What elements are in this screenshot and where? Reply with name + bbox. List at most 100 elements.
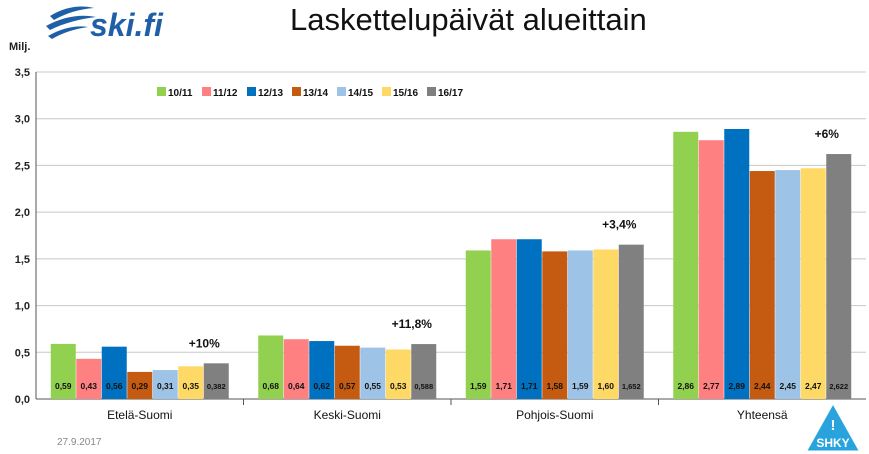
legend-swatch — [427, 87, 436, 96]
bar — [309, 341, 335, 399]
legend-label: 15/16 — [393, 88, 418, 99]
bar — [411, 344, 437, 399]
bar-value-label: 2,89 — [728, 381, 745, 391]
bar — [334, 345, 360, 399]
bar-value-label: 0,64 — [288, 381, 305, 391]
growth-annotation: +3,4% — [602, 218, 637, 232]
category-label: Keski-Suomi — [314, 408, 381, 422]
legend-swatch — [337, 87, 346, 96]
bar-value-label: 0,35 — [182, 381, 199, 391]
y-tick-label: 2,5 — [15, 160, 30, 172]
bar — [283, 339, 309, 399]
y-tick-label: 3,5 — [15, 67, 30, 79]
bar — [724, 128, 750, 399]
bar — [127, 371, 153, 399]
logo-text: ski.fi — [90, 7, 164, 43]
growth-annotation: +6% — [815, 127, 840, 141]
bar-value-label: 2,86 — [677, 381, 694, 391]
y-tick-label: 3,0 — [15, 114, 30, 126]
y-axis-ticks: 0,0 0,5 1,0 1,5 2,0 2,5 3,0 3,5 — [15, 67, 30, 406]
bar — [178, 366, 204, 399]
bar-value-label: 0,53 — [390, 381, 407, 391]
legend-label: 14/15 — [348, 88, 373, 99]
bar — [50, 343, 76, 399]
category-label: Etelä-Suomi — [107, 408, 172, 422]
bar — [491, 239, 517, 399]
bar-value-label: 0,55 — [364, 381, 381, 391]
bar — [593, 249, 619, 399]
bar-value-label: 2,77 — [703, 381, 720, 391]
bar — [360, 347, 386, 399]
bar-value-label: 0,29 — [131, 381, 148, 391]
bar-value-label: 0,59 — [55, 381, 72, 391]
bar-value-label: 2,622 — [829, 382, 848, 391]
page-title: Laskettelupäivät alueittain — [290, 2, 647, 37]
bar-value-label: 0,31 — [157, 381, 174, 391]
legend-label: 10/11 — [168, 88, 193, 99]
bar — [826, 154, 852, 399]
bar — [258, 335, 284, 399]
y-tick-label: 0,5 — [15, 347, 30, 359]
bar-value-label: 1,71 — [495, 381, 512, 391]
shky-warning-icon: ! SHKY — [803, 400, 863, 454]
bar-value-label: 2,44 — [754, 381, 771, 391]
legend-swatch — [382, 87, 391, 96]
growth-annotation: +11,8% — [392, 317, 433, 331]
bar-value-label: 0,588 — [414, 382, 433, 391]
legend-label: 16/17 — [438, 88, 463, 99]
bar-value-label: 1,58 — [546, 381, 563, 391]
y-tick-label: 1,5 — [15, 254, 30, 266]
bar — [101, 346, 127, 399]
bar-value-label: 1,59 — [572, 381, 589, 391]
y-tick-label: 2,0 — [15, 207, 30, 219]
bar — [618, 244, 644, 399]
y-tick-label: 0,0 — [15, 394, 30, 406]
growth-annotation: +10% — [189, 336, 220, 350]
legend-swatch — [202, 87, 211, 96]
bar-value-label: 2,47 — [805, 381, 822, 391]
bar — [152, 370, 178, 399]
shky-text: SHKY — [816, 436, 849, 450]
y-axis-label: Milj. — [9, 41, 30, 53]
bar-value-label: 0,43 — [80, 381, 97, 391]
legend-label: 12/13 — [258, 88, 283, 99]
shky-mark: ! — [831, 417, 836, 434]
bar — [203, 363, 229, 399]
bar — [775, 170, 801, 399]
bar-value-label: 1,71 — [521, 381, 538, 391]
bar — [385, 349, 411, 399]
legend-swatch — [247, 87, 256, 96]
y-tick-label: 1,0 — [15, 301, 30, 313]
legend-swatch — [157, 87, 166, 96]
bar — [673, 131, 699, 399]
bar-value-label: 0,68 — [262, 381, 279, 391]
bar — [800, 168, 826, 399]
bars — [50, 128, 852, 399]
bar-value-label: 0,62 — [313, 381, 330, 391]
bar-value-label: 0,382 — [207, 382, 226, 391]
annotations: +10% +11,8% +3,4% +6% — [189, 127, 840, 350]
bar — [567, 250, 593, 399]
footer-date: 27.9.2017 — [57, 437, 102, 448]
bar — [749, 171, 775, 399]
bar — [76, 358, 102, 399]
bar — [542, 251, 568, 399]
value-labels: 0,59 0,43 0,56 0,29 0,31 0,35 0,382 0,68 0,64 0,6… — [55, 381, 848, 391]
legend-label: 13/14 — [303, 88, 328, 99]
bar-value-label: 2,45 — [779, 381, 796, 391]
bar — [698, 140, 724, 399]
bar-value-label: 1,59 — [470, 381, 487, 391]
category-label: Yhteensä — [737, 408, 788, 422]
legend: 10/11 11/12 12/13 13/14 14/15 15/16 16/17 — [157, 87, 463, 99]
category-labels: Etelä-Suomi Keski-Suomi Pohjois-Suomi Yhtee… — [107, 408, 788, 422]
legend-swatch — [292, 87, 301, 96]
bar-value-label: 0,57 — [339, 381, 356, 391]
bar — [465, 250, 491, 399]
legend-label: 11/12 — [213, 88, 238, 99]
category-label: Pohjois-Suomi — [516, 408, 593, 422]
ski-fi-logo: ski.fi — [46, 6, 164, 43]
bar-value-label: 1,60 — [597, 381, 614, 391]
bar-value-label: 1,652 — [622, 382, 641, 391]
bar — [516, 239, 542, 399]
